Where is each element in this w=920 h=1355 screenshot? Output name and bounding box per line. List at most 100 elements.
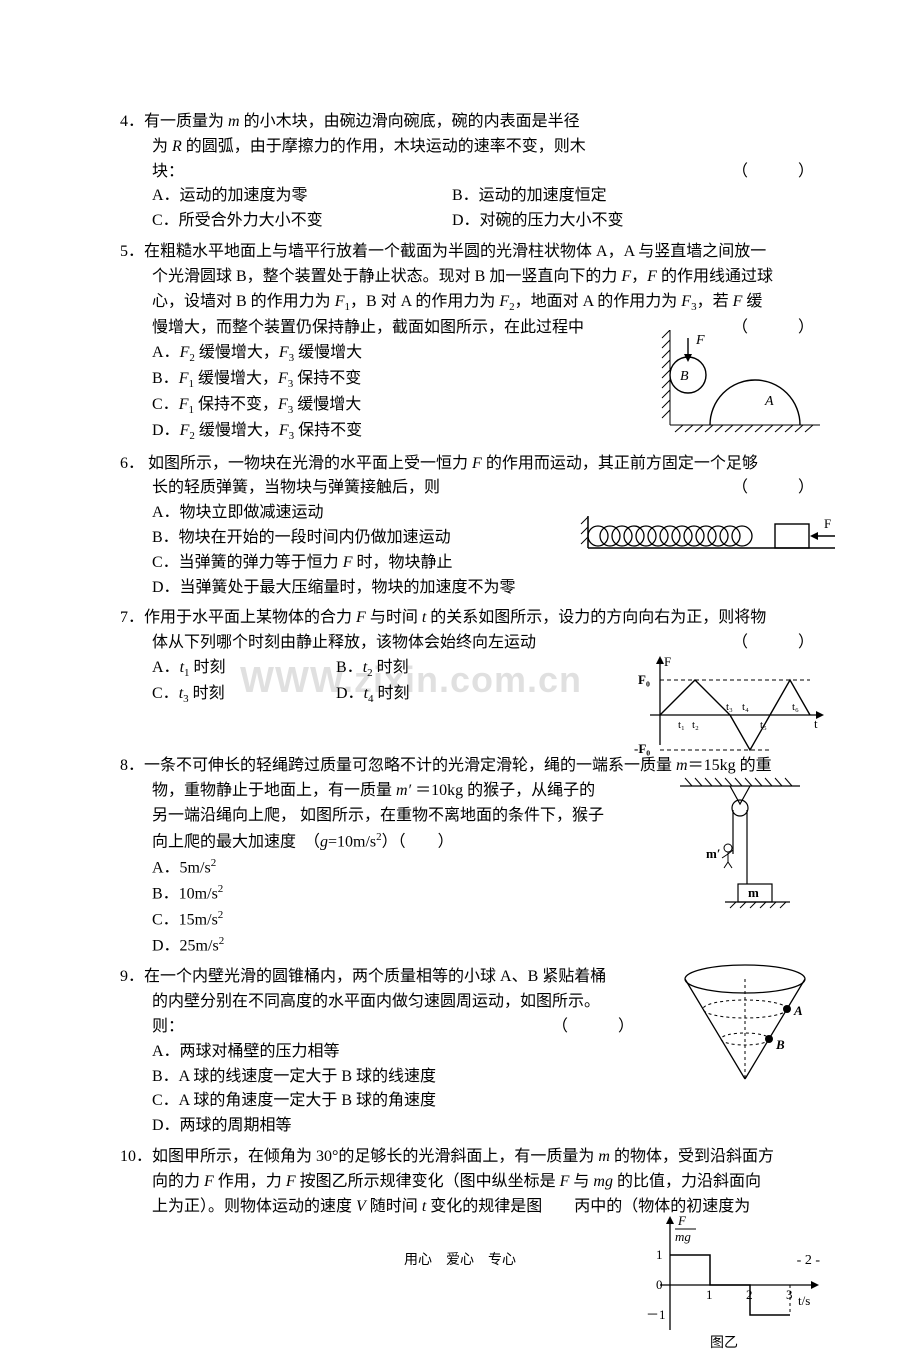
q8-s2a: 物，重物静止于地面上，有一质量 — [152, 782, 396, 799]
q10-s1b: 的物体，受到沿斜面方 — [610, 1148, 774, 1165]
q7-optD: D．t4 时刻 — [336, 685, 410, 702]
q5-s3e: 缓 — [742, 293, 762, 310]
q9-s3: 则： — [152, 1018, 184, 1035]
q10-s2b: 作用，力 — [214, 1173, 286, 1190]
q10-m: m — [598, 1148, 610, 1165]
q10-fig-ynum: F — [677, 1213, 687, 1228]
q4-m: m — [228, 113, 240, 130]
q4-line1: 4．有一质量为 m 的小木块，由碗边滑向碗底，碗的内表面是半径 — [120, 110, 820, 135]
q7-fig-t: t — [814, 716, 818, 731]
q6-C2: 时，物块静止 — [352, 554, 452, 571]
q4-bracket: （ ） — [732, 160, 820, 185]
q10-F3: F — [560, 1173, 570, 1190]
q5-fig-F: F — [695, 333, 705, 348]
q5-F3l: F — [681, 293, 691, 310]
q7-fig-t3: t₃ — [726, 701, 733, 713]
q5-A2: 缓慢增大 — [294, 344, 362, 361]
q5-D2: 保持不变 — [294, 422, 362, 439]
q5-s3b: ，B 对 A 的作用力为 — [350, 293, 499, 310]
q10-mg: mg — [593, 1173, 613, 1190]
q5-B1: B． — [152, 370, 179, 387]
page: 4．有一质量为 m 的小木块，由碗边滑向碗底，碗的内表面是半径 为 R 的圆弧，… — [0, 0, 920, 1265]
q5-B2: 保持不变 — [293, 370, 361, 387]
q10-s2e: 的比值，力沿斜面向 — [613, 1173, 761, 1190]
q6-line1: 6． 如图所示，一物块在光滑的水平面上受一恒力 F 的作用而运动，其正前方固定一… — [120, 452, 820, 477]
q7-num: 7． — [120, 609, 144, 626]
q9-s1: 在一个内壁光滑的圆锥桶内，两个质量相等的小球 A、B 紧贴着桶 — [144, 968, 606, 985]
q9-svg: A B — [670, 959, 820, 1089]
question-8: 8．一条不可伸长的轻绳跨过质量可忽略不计的光滑定滑轮，绳的一端系一质量 m＝15… — [120, 754, 820, 959]
q4-opts-row2: C．所受合外力大小不变 D．对碗的压力大小不变 — [120, 209, 820, 234]
q4-num: 4． — [120, 113, 144, 130]
q5-F1: F — [335, 293, 345, 310]
q5-C1: C． — [152, 396, 179, 413]
q7-fig-t5: t₅ — [760, 719, 767, 731]
q10-line1: 10．如图甲所示，在倾角为 30°的足够长的光滑斜面上，有一质量为 m 的物体，… — [120, 1145, 820, 1170]
q7-fig-t4: t₄ — [742, 701, 749, 713]
q8-figure: m′ m — [670, 774, 810, 914]
q6-s2: 长的轻质弹簧，当物块与弹簧接触后，则 — [152, 479, 440, 496]
q10-num: 10． — [120, 1148, 152, 1165]
q10-fig-x2: 2 — [746, 1287, 753, 1302]
q5-s4: 慢增大，而整个装置仍保持静止，截面如图所示，在此过程中 — [152, 319, 584, 336]
q5-line1: 5．在粗糙水平地面上与墙平行放着一个截面为半圆的光滑柱状物体 A，A 与竖直墙之… — [120, 240, 820, 265]
q10-figure: F mg 1 0 －1 1 2 3 t/s 图乙 — [630, 1205, 830, 1355]
q8-s2b: ＝10kg 的猴子，从绳子的 — [411, 782, 595, 799]
q10-fig-x1: 1 — [706, 1287, 713, 1302]
q8-s4c: ）（ ） — [382, 833, 454, 850]
q5-Fe: F — [733, 293, 743, 310]
q7-fig-t2: t₂ — [692, 719, 699, 731]
q7-fig-F: F — [664, 654, 671, 669]
q5-Ct: 保持不变， — [194, 396, 278, 413]
q4-optD: D．对碗的压力大小不变 — [452, 209, 624, 234]
q8-fig-mp: m′ — [706, 846, 721, 861]
q4-l2b: 的圆弧，由于摩擦力的作用，木块运动的速率不变，则木 — [182, 138, 586, 155]
q7-optC: C．t3 时刻 — [152, 682, 332, 708]
q10-fig-x3: 3 — [786, 1287, 793, 1302]
q9-fig-A: A — [793, 1003, 803, 1018]
q8-svg: m′ m — [670, 774, 810, 914]
q10-F2: F — [286, 1173, 296, 1190]
q8-s4a: 向上爬的最大加速度 （ — [152, 833, 320, 850]
q10-line2: 向的力 F 作用，力 F 按图乙所示规律变化（图中纵坐标是 F 与 mg 的比值… — [120, 1170, 820, 1195]
q9-fig-B: B — [775, 1037, 785, 1052]
q5-C2: 缓慢增大 — [293, 396, 361, 413]
q6-s1b: 的作用而运动，其正前方固定一个足够 — [482, 455, 758, 472]
q10-F: F — [204, 1173, 214, 1190]
q7-s1: 作用于水平面上某物体的合力 — [144, 609, 356, 626]
q5-F: F — [621, 268, 631, 285]
question-6: 6． 如图所示，一物块在光滑的水平面上受一恒力 F 的作用而运动，其正前方固定一… — [120, 452, 820, 601]
q6-optD: D．当弹簧处于最大压缩量时，物块的加速度不为零 — [120, 576, 820, 601]
question-5: 5．在粗糙水平地面上与墙平行放着一个截面为半圆的光滑柱状物体 A，A 与竖直墙之… — [120, 240, 820, 446]
q7-F: F — [356, 609, 366, 626]
q7-s2: 体从下列哪个时刻由静止释放，该物体会始终向左运动 — [152, 634, 536, 651]
q4-optB: B．运动的加速度恒定 — [452, 184, 607, 209]
q10-s3b: 随时间 — [366, 1198, 422, 1215]
q5-s1: 在粗糙水平地面上与墙平行放着一个截面为半圆的光滑柱状物体 A，A 与竖直墙之间放… — [144, 243, 766, 260]
q4-l2a: 为 — [152, 138, 172, 155]
q10-s2a: 向的力 — [152, 1173, 204, 1190]
q6-CF: F — [343, 554, 353, 571]
q9-optD: D．两球的周期相等 — [120, 1114, 820, 1139]
q7-svg: F F₀ -F₀ t t₁ t₂ t₃ t₄ t₅ t₆ — [630, 650, 830, 760]
q7-s1b: 与时间 — [366, 609, 422, 626]
q5-line2: 个光滑圆球 B，整个装置处于静止状态。现对 B 加一竖直向下的力 F，F 的作用… — [120, 265, 820, 290]
q7-optA: A．t1 时刻 — [152, 656, 332, 682]
q10-fig-xlabel: t/s — [798, 1293, 810, 1308]
q7-fig-F0n: -F₀ — [634, 741, 650, 756]
q10-svg: F mg 1 0 －1 1 2 3 t/s 图乙 — [630, 1205, 830, 1355]
q9-figure: A B — [670, 959, 820, 1089]
q10-fig-y1: 1 — [656, 1247, 663, 1262]
q7-line1: 7．作用于水平面上某物体的合力 F 与时间 t 的关系如图所示，设力的方向向右为… — [120, 606, 820, 631]
q8-mp: m′ — [396, 782, 411, 799]
q7-fig-t1: t₁ — [678, 719, 685, 731]
q5-Bt: 缓慢增大， — [194, 370, 278, 387]
q7-fig-F0p: F₀ — [638, 672, 650, 687]
q5-fig-B: B — [680, 369, 689, 384]
q4-line3: 块： （ ） — [120, 160, 820, 185]
q8-num: 8． — [120, 757, 144, 774]
q5-F2: F — [647, 268, 657, 285]
q8-g: g — [320, 833, 328, 850]
q5-s2c: 的作用线通过球 — [657, 268, 773, 285]
q4-optC: C．所受合外力大小不变 — [152, 209, 452, 234]
